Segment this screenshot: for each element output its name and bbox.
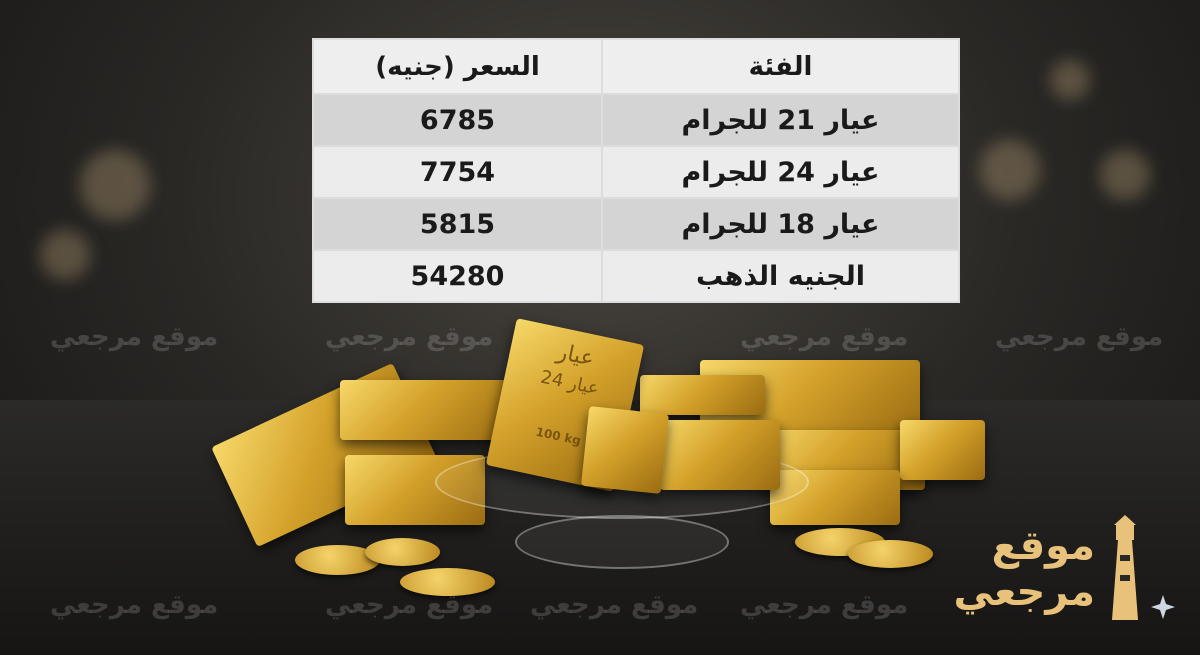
- watermark: موقع مرجعي: [50, 322, 219, 352]
- watermark: موقع مرجعي: [740, 590, 909, 620]
- lighthouse-icon: [1112, 515, 1138, 620]
- gold-coin: [400, 568, 495, 596]
- price-cell: 6785: [312, 93, 603, 147]
- table-row: عيار 24 للجرام 7754: [312, 145, 960, 199]
- table-row: عيار 18 للجرام 5815: [312, 197, 960, 251]
- watermark: موقع مرجعي: [740, 322, 909, 352]
- header-category: الفئة: [601, 38, 960, 95]
- watermark: موقع مرجعي: [325, 322, 494, 352]
- price-cell: 7754: [312, 145, 603, 199]
- gold-bar: [340, 380, 510, 440]
- gold-bar: [640, 375, 765, 415]
- price-cell: 5815: [312, 197, 603, 251]
- gold-coin: [365, 538, 440, 566]
- gold-coin: [848, 540, 933, 568]
- table-row: عيار 21 للجرام 6785: [312, 93, 960, 147]
- sparkle-icon: [1151, 595, 1175, 619]
- price-cell: 54280: [312, 249, 603, 303]
- bokeh-light: [980, 140, 1040, 200]
- logo-line2: مرجعي: [953, 569, 1095, 615]
- watermark: موقع مرجعي: [530, 590, 699, 620]
- category-cell: عيار 21 للجرام: [601, 93, 960, 147]
- bokeh-light: [1100, 150, 1150, 200]
- logo-line1: موقع: [991, 523, 1095, 569]
- category-cell: عيار 24 للجرام: [601, 145, 960, 199]
- gold-bar: [900, 420, 985, 480]
- glass-dish-base: [515, 515, 729, 569]
- watermark: موقع مرجعي: [325, 590, 494, 620]
- header-price: السعر (جنيه): [312, 38, 603, 95]
- category-cell: عيار 18 للجرام: [601, 197, 960, 251]
- bokeh-light: [80, 150, 150, 220]
- site-logo: موقع مرجعي: [945, 515, 1175, 635]
- gold-price-table: الفئة السعر (جنيه) عيار 21 للجرام 6785 ع…: [312, 38, 960, 303]
- gold-bar: [660, 420, 780, 490]
- gold-bar-engraved: [581, 406, 669, 494]
- bokeh-light: [40, 230, 90, 280]
- watermark: موقع مرجعي: [50, 590, 219, 620]
- bokeh-light: [1050, 60, 1090, 100]
- table-row: الجنيه الذهب 54280: [312, 249, 960, 303]
- watermark: موقع مرجعي: [995, 322, 1164, 352]
- table-header-row: الفئة السعر (جنيه): [312, 38, 960, 95]
- category-cell: الجنيه الذهب: [601, 249, 960, 303]
